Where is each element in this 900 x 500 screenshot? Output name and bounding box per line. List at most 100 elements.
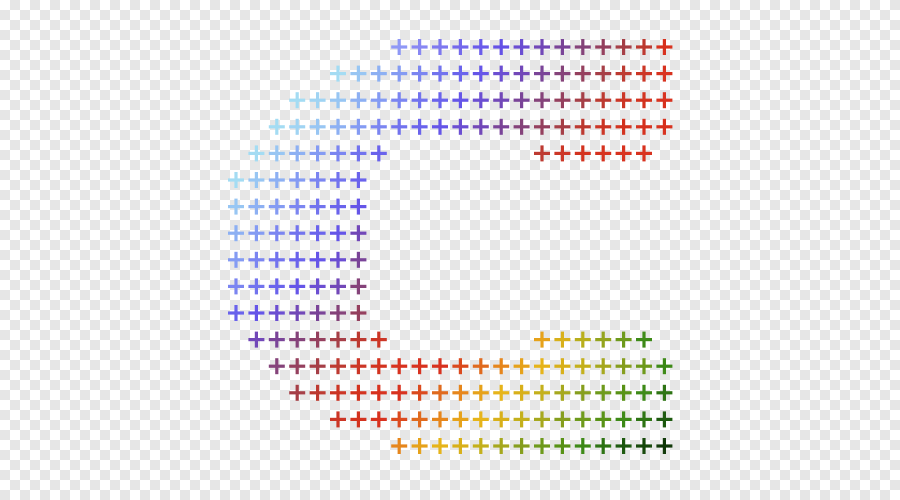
plus-icon [656, 384, 673, 401]
plus-icon [472, 384, 489, 401]
plus-icon [636, 39, 652, 55]
plus-icon [370, 358, 387, 375]
plus-icon [615, 39, 632, 55]
plus-icon [268, 118, 285, 135]
plus-icon [615, 411, 632, 428]
plus-icon [534, 145, 550, 162]
plus-icon [452, 92, 469, 109]
plus-icon [228, 305, 244, 321]
plus-icon [330, 172, 346, 188]
plus-icon [656, 411, 673, 428]
plus-icon [289, 198, 306, 215]
plus-icon [268, 172, 285, 188]
plus-icon [636, 92, 652, 109]
plus-icon [268, 331, 285, 348]
plus-icon [574, 118, 591, 135]
plus-icon [330, 331, 346, 348]
plus-icon [289, 145, 306, 162]
plus-icon [595, 118, 612, 135]
plus-icon [513, 65, 530, 82]
plus-icon [656, 358, 673, 375]
plus-icon [309, 92, 326, 109]
plus-icon [289, 118, 306, 135]
plus-icon [330, 198, 346, 215]
plus-icon [472, 411, 489, 428]
plus-icon [350, 278, 367, 295]
plus-icon [370, 92, 387, 109]
plus-icon [615, 92, 632, 109]
plus-icon [289, 331, 306, 348]
plus-icon [309, 358, 326, 375]
plus-icon [636, 438, 652, 454]
plus-icon [432, 358, 448, 375]
plus-icon [411, 65, 428, 82]
plus-icon [330, 384, 346, 401]
plus-icon [554, 118, 571, 135]
plus-icon [330, 65, 346, 82]
plus-icon [595, 39, 612, 55]
plus-icon [370, 411, 387, 428]
plus-icon [330, 411, 346, 428]
plus-icon [615, 358, 632, 375]
plus-icon [289, 305, 306, 321]
plus-icon [513, 118, 530, 135]
plus-icon [289, 384, 306, 401]
plus-icon [595, 438, 612, 454]
plus-icon [432, 92, 448, 109]
plus-icon [615, 145, 632, 162]
plus-icon [636, 384, 652, 401]
plus-icon [472, 65, 489, 82]
plus-icon [574, 145, 591, 162]
plus-icon [309, 251, 326, 268]
plus-icon [268, 251, 285, 268]
plus-icon [391, 65, 408, 82]
plus-icon [411, 411, 428, 428]
plus-icon [513, 39, 530, 55]
plus-icon [228, 278, 244, 295]
plus-icon [289, 92, 306, 109]
plus-icon [268, 198, 285, 215]
plus-icon [493, 118, 510, 135]
plus-icon [248, 251, 265, 268]
plus-icon [391, 438, 408, 454]
plus-icon [452, 438, 469, 454]
plus-icon [595, 411, 612, 428]
plus-icon [391, 384, 408, 401]
plus-icon [493, 411, 510, 428]
plus-icon [289, 225, 306, 242]
plus-icon [391, 358, 408, 375]
plus-icon [615, 438, 632, 454]
plus-icon [248, 145, 265, 162]
plus-icon [554, 331, 571, 348]
plus-icon [513, 92, 530, 109]
plus-icon [636, 411, 652, 428]
plus-icon [268, 278, 285, 295]
plus-icon [636, 145, 652, 162]
plus-icon [656, 39, 673, 55]
plus-icon [534, 438, 550, 454]
plus-icon [595, 92, 612, 109]
plus-icon [595, 65, 612, 82]
plus-icon [330, 225, 346, 242]
plus-icon [228, 198, 244, 215]
plus-icon [656, 92, 673, 109]
plus-icon [289, 278, 306, 295]
plus-icon [228, 172, 244, 188]
plus-icon [350, 92, 367, 109]
plus-icon [309, 118, 326, 135]
plus-icon [574, 358, 591, 375]
plus-icon [432, 39, 448, 55]
plus-icon [534, 358, 550, 375]
plus-icon [289, 251, 306, 268]
plus-icon [411, 39, 428, 55]
plus-icon [370, 384, 387, 401]
plus-icon [309, 331, 326, 348]
plus-icon [595, 384, 612, 401]
plus-icon [534, 118, 550, 135]
plus-icon [534, 39, 550, 55]
plus-icon [615, 118, 632, 135]
plus-icon [350, 305, 367, 321]
plus-icon [452, 39, 469, 55]
plus-icon [350, 331, 367, 348]
plus-icon [615, 384, 632, 401]
